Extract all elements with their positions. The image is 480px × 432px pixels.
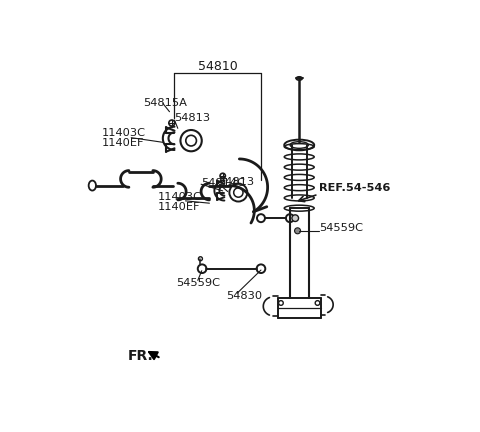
- Text: REF.54-546: REF.54-546: [319, 183, 391, 193]
- Text: 54813: 54813: [175, 113, 211, 124]
- Text: 54810: 54810: [198, 60, 238, 73]
- Text: 54830: 54830: [226, 291, 262, 302]
- Ellipse shape: [296, 77, 302, 80]
- Text: 1140EF: 1140EF: [158, 201, 200, 212]
- Text: 54559C: 54559C: [176, 278, 220, 288]
- Text: 11403C: 11403C: [158, 191, 202, 202]
- Text: 54813: 54813: [218, 177, 254, 187]
- Text: 1140EF: 1140EF: [101, 138, 144, 148]
- Text: 54815A: 54815A: [143, 98, 187, 108]
- Circle shape: [295, 228, 300, 234]
- Text: 11403C: 11403C: [101, 128, 145, 138]
- Text: 54559C: 54559C: [319, 223, 363, 233]
- Circle shape: [292, 215, 299, 222]
- Text: FR.: FR.: [128, 349, 154, 363]
- Text: 54814C: 54814C: [201, 178, 245, 188]
